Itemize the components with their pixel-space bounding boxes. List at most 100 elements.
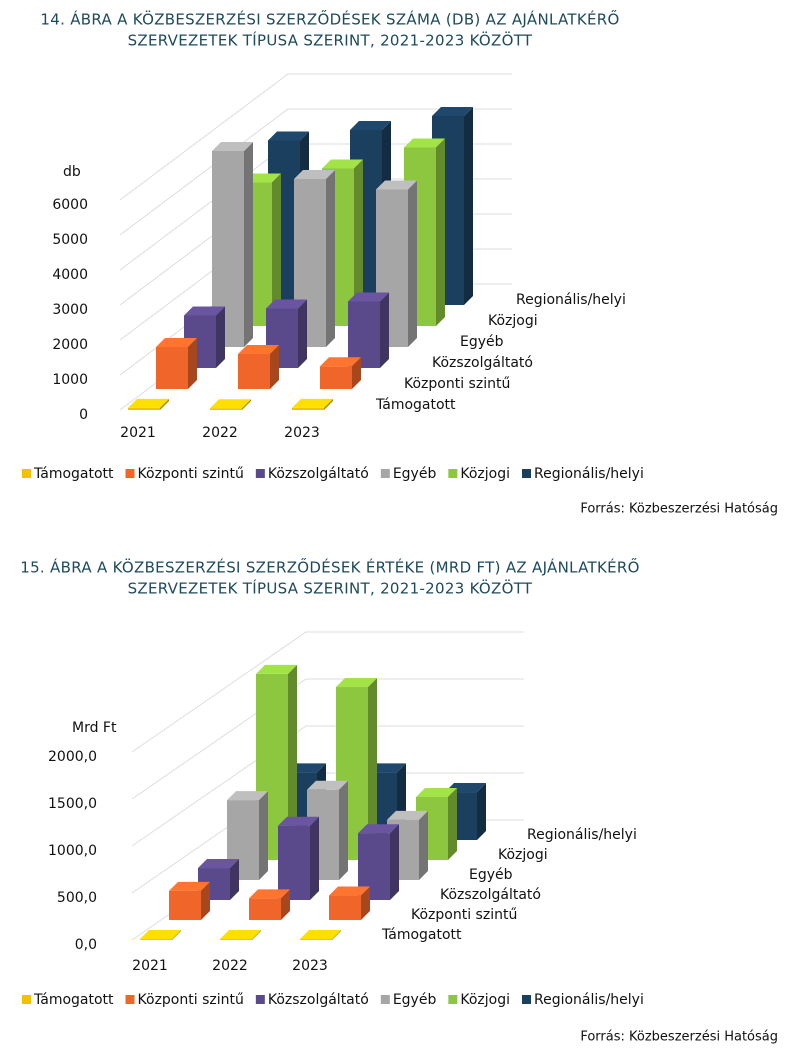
bar xyxy=(249,898,281,920)
bar-side xyxy=(244,142,253,347)
legend-label: Támogatott xyxy=(33,466,114,482)
y-tick-label: 6000 xyxy=(52,197,88,213)
legend-swatch xyxy=(22,995,31,1004)
bar-top xyxy=(238,345,279,354)
x-tick-label: 2022 xyxy=(202,425,238,441)
bar-side xyxy=(380,292,389,368)
depth-label: Egyéb xyxy=(460,334,504,350)
legend-label: Közszolgáltató xyxy=(268,466,369,482)
chart: 15. ÁBRA A KÖZBESZERZÉSI SZERZŐDÉSEK ÉRT… xyxy=(20,557,778,1045)
bar-top xyxy=(376,180,417,190)
bar-side xyxy=(230,859,239,900)
y-tick-label: 1000 xyxy=(52,372,88,388)
bar-top xyxy=(320,357,361,367)
y-axis-label: db xyxy=(63,164,81,180)
bar-top xyxy=(128,398,169,408)
bar-side xyxy=(368,678,377,860)
legend-label: Közjogi xyxy=(460,992,510,1008)
bar-top xyxy=(140,930,181,940)
grid-line xyxy=(119,108,512,236)
y-tick-label: 0 xyxy=(79,407,88,423)
bar-top xyxy=(210,399,251,409)
bar-side xyxy=(216,306,225,368)
depth-label: Központi szintű xyxy=(404,376,510,392)
bar xyxy=(128,407,160,410)
bar-side xyxy=(310,816,319,900)
bar-side xyxy=(242,399,251,410)
bar-side xyxy=(324,398,333,410)
bar-top xyxy=(266,299,307,309)
bar-side xyxy=(361,886,370,920)
depth-label: Közjogi xyxy=(488,313,538,329)
legend-label: Támogatott xyxy=(33,992,114,1008)
bar xyxy=(278,825,310,900)
bar-top xyxy=(278,816,319,826)
source: Forrás: Közbeszerzési Hatóság xyxy=(580,1030,778,1045)
bar xyxy=(329,895,361,920)
bar-top xyxy=(300,930,341,940)
bar-side xyxy=(419,810,428,880)
y-tick-label: 500,0 xyxy=(57,890,97,906)
bar-top xyxy=(227,791,268,801)
depth-label: Regionális/helyi xyxy=(516,292,626,308)
source: Forrás: Közbeszerzési Hatóság xyxy=(580,502,778,517)
legend-swatch xyxy=(125,995,135,1004)
bar-top xyxy=(416,788,457,798)
legend-label: Közszolgáltató xyxy=(268,992,369,1008)
bar-side xyxy=(252,930,261,940)
bar-side xyxy=(160,398,169,410)
bar-top xyxy=(256,664,297,674)
depth-label: Közszolgáltató xyxy=(432,355,533,371)
legend-swatch xyxy=(255,469,265,478)
legend-swatch xyxy=(448,469,458,478)
bar-side xyxy=(477,783,486,840)
y-tick-label: 2000 xyxy=(52,337,88,353)
bar-top xyxy=(432,107,473,116)
x-tick-label: 2021 xyxy=(132,958,168,974)
legend-swatch xyxy=(22,469,31,478)
bar xyxy=(140,939,172,940)
depth-label: Központi szintű xyxy=(411,907,517,923)
y-axis-label: Mrd Ft xyxy=(72,720,117,736)
bar-side xyxy=(172,930,181,940)
bar-side xyxy=(408,180,417,347)
bar xyxy=(210,408,242,410)
bar-side xyxy=(354,159,363,326)
x-tick-label: 2023 xyxy=(284,425,320,441)
chart: 14. ÁBRA A KÖZBESZERZÉSI SZERZŐDÉSEK SZÁ… xyxy=(22,9,778,517)
depth-label: Egyéb xyxy=(469,867,513,883)
depth-label: Támogatott xyxy=(381,927,462,943)
bar-side xyxy=(259,791,268,880)
legend-label: Regionális/helyi xyxy=(534,466,644,482)
bar-side xyxy=(270,345,279,389)
bar-side xyxy=(339,780,348,880)
x-tick-label: 2021 xyxy=(120,425,156,441)
chart-title: SZERVEZETEK TÍPUSA SZERINT, 2021-2023 KÖ… xyxy=(128,31,533,50)
bar-top xyxy=(404,138,445,148)
bar-top xyxy=(350,121,391,130)
legend-label: Közjogi xyxy=(460,466,510,482)
bar-top xyxy=(348,292,389,302)
depth-label: Támogatott xyxy=(375,397,456,413)
bar-top xyxy=(268,131,309,141)
bar xyxy=(348,301,380,368)
bar-top xyxy=(220,930,261,940)
bar-side xyxy=(272,173,281,326)
legend-swatch xyxy=(522,995,531,1004)
bar-top xyxy=(329,886,370,896)
bar xyxy=(320,366,352,389)
y-tick-label: 4000 xyxy=(52,267,88,283)
legend-swatch xyxy=(255,995,265,1004)
y-tick-label: 5000 xyxy=(52,232,88,248)
bar xyxy=(300,939,332,940)
grid-line xyxy=(131,631,524,753)
bar-top xyxy=(322,159,363,169)
grid-line xyxy=(131,725,524,847)
bar-top xyxy=(198,859,239,869)
bar-side xyxy=(464,107,473,305)
bar-side xyxy=(188,338,197,389)
bar-side xyxy=(281,889,290,920)
bar-top xyxy=(184,306,225,316)
legend-swatch xyxy=(522,469,531,478)
